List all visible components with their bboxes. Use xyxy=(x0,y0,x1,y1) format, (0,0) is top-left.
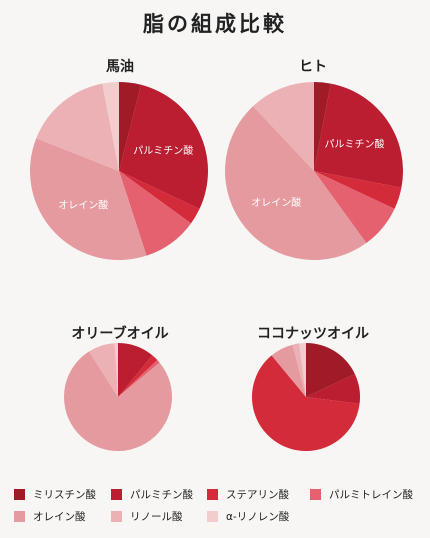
chart-title-coconut-oil: ココナッツオイル xyxy=(257,326,369,342)
legend-item: パルミトレイン酸 xyxy=(310,487,422,502)
pie-chart-olive-oil xyxy=(63,343,172,451)
legend-swatch xyxy=(310,488,321,500)
slice-label: オレイン酸 xyxy=(58,199,108,212)
pie-slice xyxy=(119,171,192,256)
pie-slice xyxy=(252,355,360,451)
pie-slice xyxy=(36,83,119,171)
pie-slice xyxy=(118,355,158,397)
legend-row: ミリスチン酸 パルミチン酸 ステアリン酸 パルミトレイン酸 xyxy=(14,483,424,505)
slice-label: パルミチン酸 xyxy=(133,144,193,157)
pie-slice xyxy=(30,138,147,260)
pie-slice xyxy=(114,343,118,397)
chart-title-olive-oil: オリーブオイル xyxy=(71,326,169,342)
pie-slice xyxy=(119,171,200,224)
pie-slice xyxy=(89,343,118,397)
page-title: 脂の組成比較 xyxy=(143,11,287,36)
pie-slice xyxy=(119,82,142,171)
pie-slice xyxy=(63,351,172,451)
legend-label: リノール酸 xyxy=(130,510,183,523)
legend-swatch xyxy=(207,510,218,522)
pie-slice xyxy=(118,343,153,397)
pie-slice xyxy=(224,106,367,261)
legend-item: リノール酸 xyxy=(111,509,207,524)
legend-label: α-リノレン酸 xyxy=(226,510,290,523)
legend-swatch xyxy=(14,510,25,522)
pie-slice xyxy=(253,82,314,171)
legend-swatch xyxy=(111,510,122,522)
chart-title-human: ヒト xyxy=(299,59,327,75)
legend-row: オレイン酸 リノール酸 α-リノレン酸 xyxy=(14,505,424,527)
chart-title-horse-oil: 馬油 xyxy=(106,59,134,75)
pie-slice xyxy=(306,374,360,404)
pie-slice xyxy=(119,84,208,209)
legend-item: ステアリン酸 xyxy=(207,487,310,502)
pie-slice xyxy=(314,82,331,171)
pie-slice xyxy=(271,344,306,397)
legend: ミリスチン酸 パルミチン酸 ステアリン酸 パルミトレイン酸 オレイン酸 リノール… xyxy=(14,483,424,527)
legend-item: ミリスチン酸 xyxy=(14,487,111,502)
legend-item: α-リノレン酸 xyxy=(207,509,317,524)
pie-slice xyxy=(299,343,306,397)
legend-item: オレイン酸 xyxy=(14,509,111,524)
pie-slice xyxy=(292,343,306,397)
pie-slice xyxy=(102,82,119,171)
legend-label: パルミチン酸 xyxy=(130,488,193,501)
pie-slice xyxy=(314,83,403,188)
pie-slice xyxy=(118,360,160,397)
legend-item: パルミチン酸 xyxy=(111,487,207,502)
legend-swatch xyxy=(14,488,25,500)
legend-label: オレイン酸 xyxy=(33,510,86,523)
slice-label: オレイン酸 xyxy=(251,196,301,209)
pie-slice xyxy=(314,171,402,209)
legend-label: パルミトレイン酸 xyxy=(329,488,413,501)
slice-label: パルミチン酸 xyxy=(324,137,384,150)
pie-chart-coconut-oil xyxy=(252,343,360,451)
legend-label: ステアリン酸 xyxy=(226,488,289,501)
legend-swatch xyxy=(207,488,218,500)
legend-label: ミリスチン酸 xyxy=(33,488,96,501)
legend-swatch xyxy=(111,488,122,500)
pie-slice xyxy=(306,343,355,397)
pie-slice xyxy=(314,171,395,244)
